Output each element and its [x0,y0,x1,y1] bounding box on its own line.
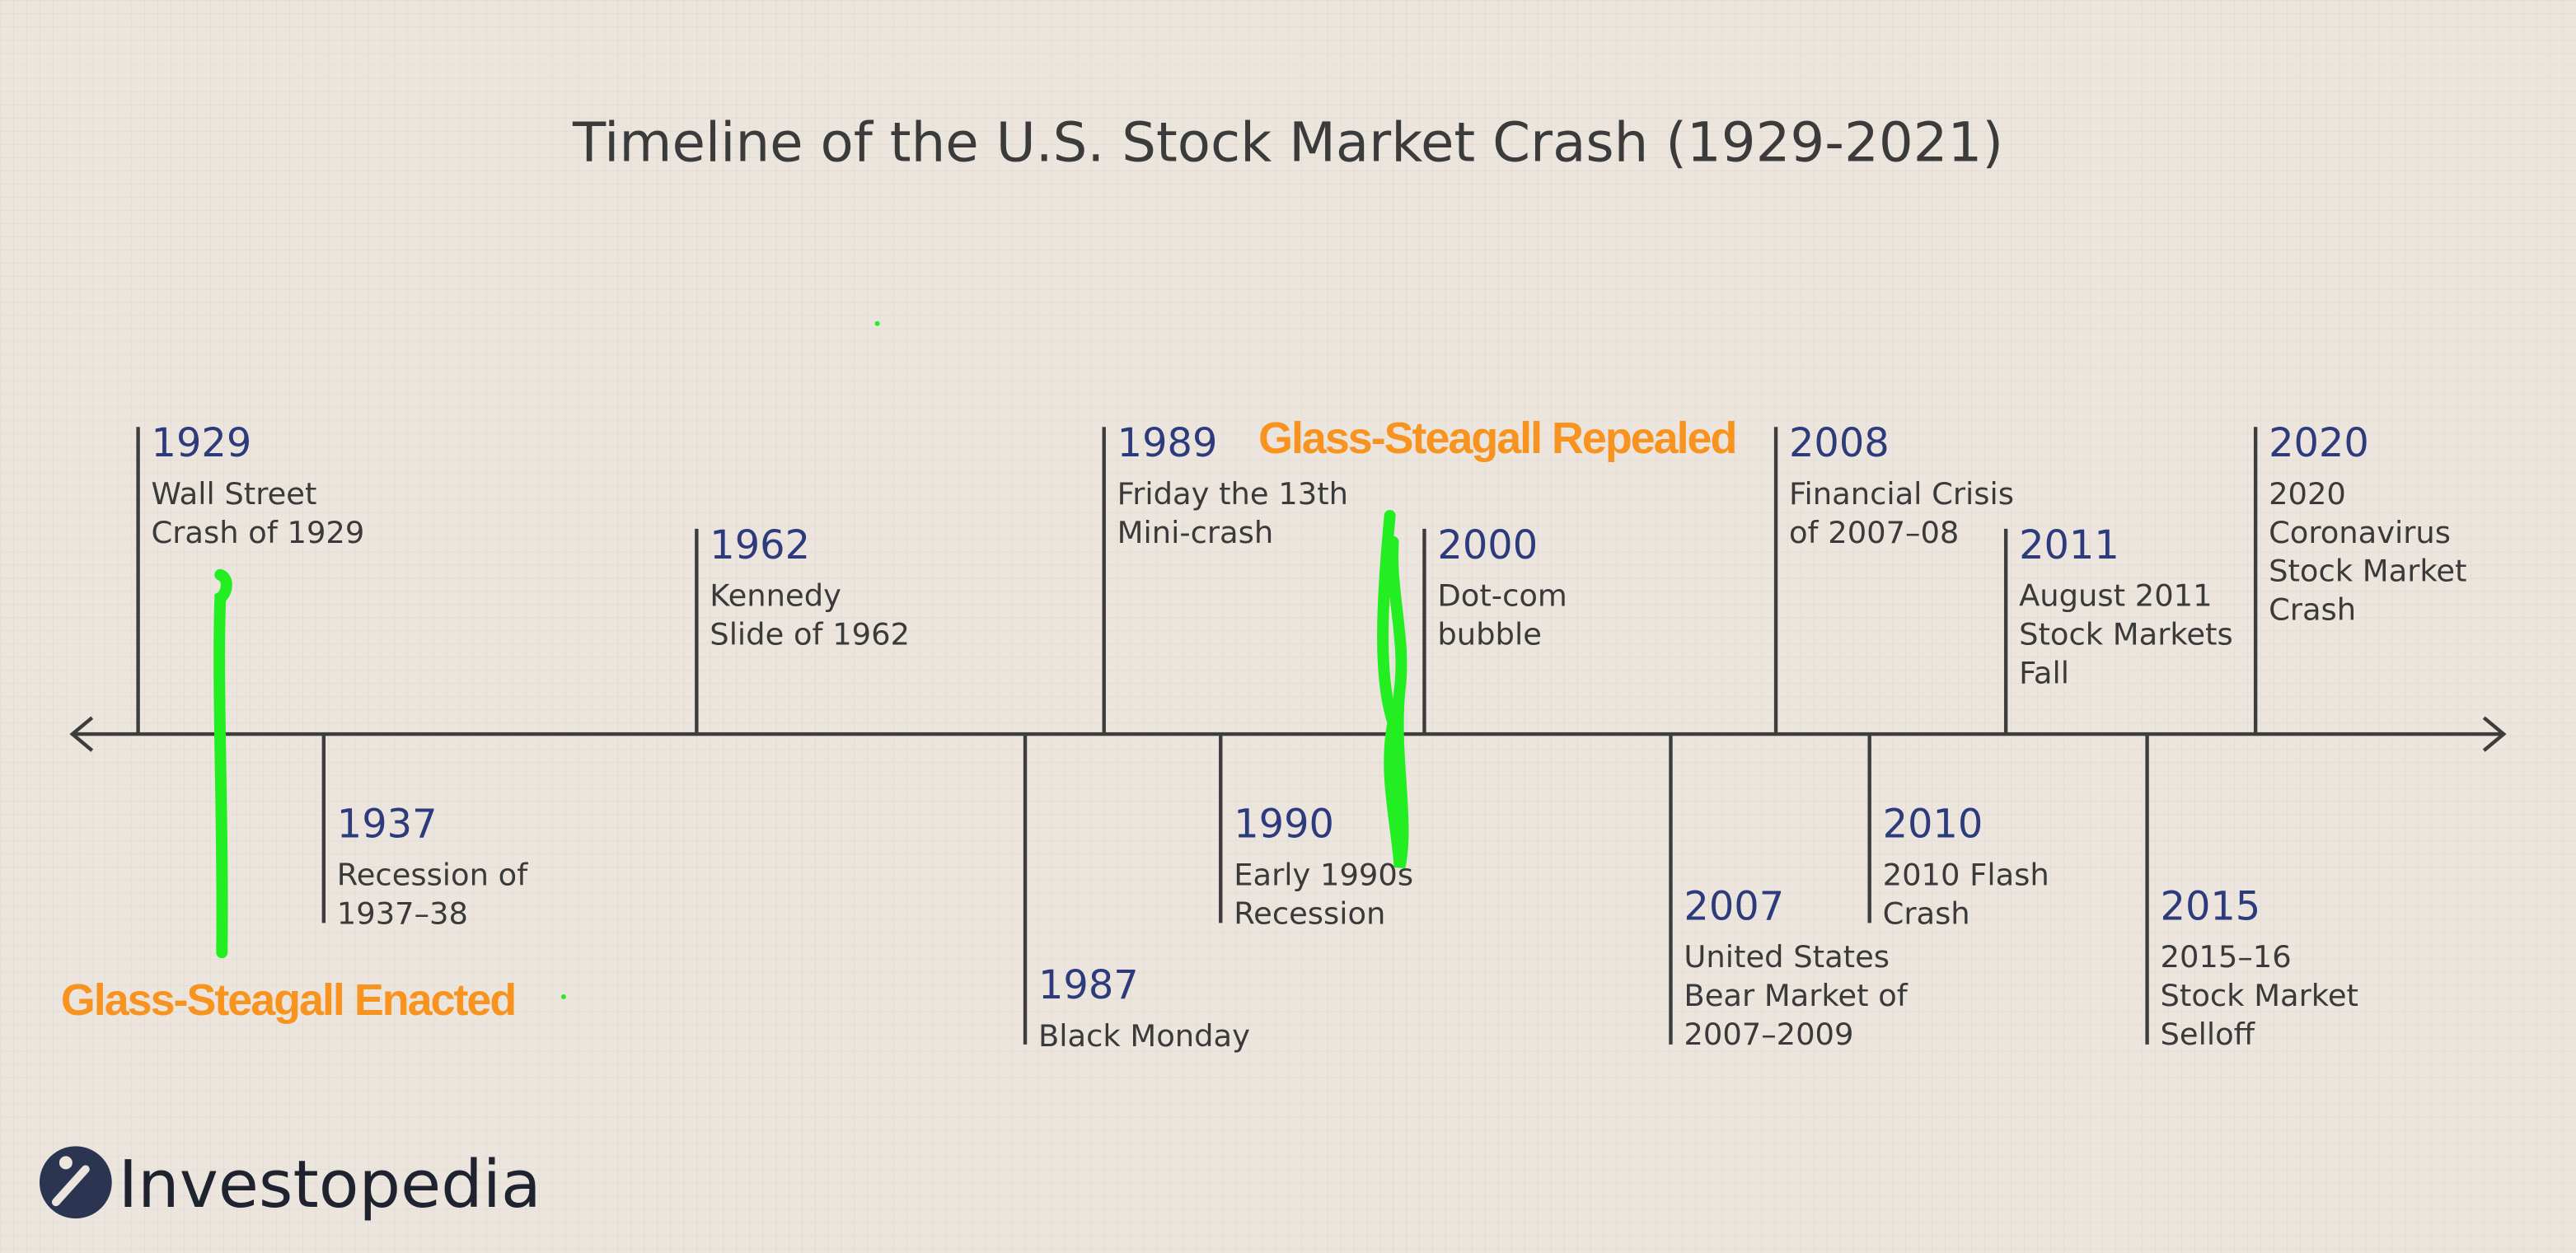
event-year: 2010 [1883,802,1984,848]
annotation: Glass-Steagall Enacted [61,975,515,1025]
event-label: Black Monday [1038,1018,1250,1054]
event-label: Recession [1234,895,1385,931]
event-label: 2015–16 [2161,939,2292,975]
event-label: Stock Market [2161,978,2358,1013]
event-label: 2010 Flash [1883,857,2049,892]
event-label: 2007–2009 [1684,1017,1853,1052]
event-year: 1990 [1234,802,1334,848]
event-label: Financial Crisis [1789,476,2014,512]
event-year: 1962 [710,523,810,568]
annotation: Glass-Steagall Repealed [1258,414,1735,463]
event-year: 2020 [2269,421,2369,466]
event-label: Crash [2269,592,2356,628]
event-label: Crash of 1929 [152,515,365,550]
event-year: 1989 [1117,421,1218,466]
event-year: 2011 [2019,523,2119,568]
event-label: Wall Street [152,476,317,512]
event-label: Stock Markets [2019,616,2233,652]
event-label: Selloff [2161,1017,2256,1052]
event-label: of 2007–08 [1789,515,1959,550]
event-label: Mini-crash [1117,515,1274,550]
event-label: Kennedy [710,578,841,614]
dot [560,994,566,1000]
event-year: 2007 [1684,884,1784,929]
event-label: Fall [2019,655,2069,690]
event-label: Dot-com [1437,578,1567,614]
event-label: Slide of 1962 [710,616,910,652]
event-year: 1987 [1038,963,1139,1008]
event-label: bubble [1437,616,1541,652]
dot [874,320,880,326]
scribble [213,568,232,959]
event-label: Early 1990s [1234,857,1413,892]
event-label: Coronavirus [2269,515,2451,550]
event-year: 2000 [1437,523,1538,568]
event-label: August 2011 [2019,578,2213,614]
event-label: Crash [1883,895,1970,931]
event-label: Recession of [337,857,528,892]
event-label: United States [1684,939,1890,975]
event-year: 2015 [2161,884,2261,929]
event-year: 1929 [152,421,252,466]
event-label: 2020 [2269,476,2346,512]
event-year: 1937 [337,802,438,848]
event-label: Bear Market of [1684,978,1908,1013]
logo: Investopedia [39,1146,541,1223]
title: Timeline of the U.S. Stock Market Crash … [572,110,2003,174]
event-label: Friday the 13th [1117,476,1348,512]
scribble [1377,509,1409,868]
event-label: 1937–38 [337,895,468,931]
event-year: 2008 [1789,421,1890,466]
event-label: Stock Market [2269,554,2466,589]
axis [69,716,2507,752]
logo-text: Investopedia [119,1146,541,1223]
